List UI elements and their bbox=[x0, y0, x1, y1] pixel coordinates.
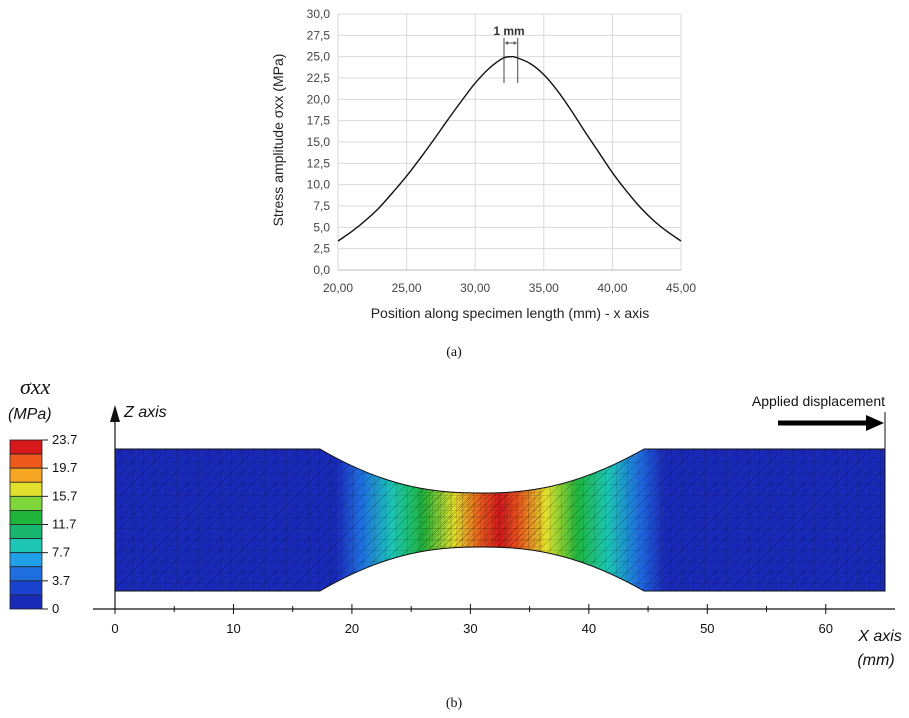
y-tick-labels: 0,0 2,5 5,0 7,5 10,0 12,5 15,0 17,5 20,0 22,5 25,0… bbox=[307, 7, 331, 277]
y-tick-label: 5,0 bbox=[313, 220, 330, 234]
y-tick-label: 30,0 bbox=[307, 7, 331, 21]
x-tick-label: 40,00 bbox=[597, 281, 627, 295]
x-tick-label: 45,00 bbox=[666, 281, 696, 295]
grid-lines bbox=[337, 13, 682, 271]
y-tick-label: 10,0 bbox=[307, 178, 331, 192]
legend-tick-labels: 23.7 19.7 15.7 11.7 7.7 3.7 0 bbox=[42, 432, 77, 616]
x-tick-label: 30 bbox=[463, 621, 477, 636]
legend-color-swatch bbox=[9, 552, 43, 568]
panel-label-b: (b) bbox=[446, 696, 463, 711]
legend-color-swatch bbox=[9, 594, 43, 610]
legend-unit: (MPa) bbox=[8, 406, 52, 423]
legend-color-swatch bbox=[9, 580, 43, 596]
x-axis-label: Position along specimen length (mm) - x … bbox=[371, 305, 650, 321]
legend-tick-label: 3.7 bbox=[52, 573, 70, 588]
legend-tick-label: 11.7 bbox=[52, 517, 76, 532]
x-tick-label: 35,00 bbox=[529, 281, 559, 295]
y-tick-label: 15,0 bbox=[307, 135, 331, 149]
applied-displacement-label: Applied displacement bbox=[752, 393, 885, 409]
displacement-arrow-head bbox=[866, 415, 884, 431]
y-tick-label: 0,0 bbox=[313, 263, 330, 277]
x-tick-label: 60 bbox=[819, 621, 833, 636]
specimen-neck-fine-mesh bbox=[420, 480, 542, 560]
x-tick-label: 0 bbox=[111, 621, 118, 636]
x-axis-label-name: X axis bbox=[857, 628, 902, 645]
x-tick-label: 20 bbox=[345, 621, 359, 636]
x-tick-label: 25,00 bbox=[392, 281, 422, 295]
legend-color-swatch bbox=[9, 538, 43, 554]
y-tick-label: 12,5 bbox=[307, 156, 331, 170]
legend-tick-label: 0 bbox=[52, 601, 59, 616]
legend-color-swatch bbox=[9, 566, 43, 582]
legend-title: σxx bbox=[20, 374, 51, 399]
line-chart-panel: 0,0 2,5 5,0 7,5 10,0 12,5 15,0 17,5 20,0 22,5 25,0… bbox=[270, 7, 696, 360]
y-axis-label: Stress amplitude σxx (MPa) bbox=[270, 54, 286, 227]
specimen-mesh bbox=[114, 448, 886, 592]
y-tick-label: 27,5 bbox=[307, 28, 331, 42]
one-mm-marker bbox=[503, 38, 519, 83]
x-axis-ticks: 0 10 20 30 40 50 60 bbox=[111, 604, 833, 636]
panel-label-a: (a) bbox=[446, 345, 462, 360]
y-tick-label: 17,5 bbox=[307, 114, 331, 128]
x-tick-label: 30,00 bbox=[460, 281, 490, 295]
legend-tick-label: 15.7 bbox=[52, 488, 77, 503]
one-mm-annotation: 1 mm bbox=[493, 24, 524, 38]
legend-color-swatch bbox=[9, 481, 43, 497]
stress-amplitude-curve bbox=[337, 55, 682, 242]
x-tick-label: 10 bbox=[226, 621, 240, 636]
legend-tick-label: 23.7 bbox=[52, 432, 77, 447]
y-tick-label: 20,0 bbox=[307, 92, 331, 106]
legend-tick-label: 7.7 bbox=[52, 545, 70, 560]
x-tick-label: 40 bbox=[582, 621, 596, 636]
legend-color-swatch bbox=[9, 495, 43, 511]
x-tick-labels: 20,00 25,00 30,00 35,00 40,00 45,00 bbox=[323, 281, 696, 295]
x-tick-label: 50 bbox=[700, 621, 714, 636]
legend-color-swatch bbox=[9, 524, 43, 539]
legend-tick-label: 19.7 bbox=[52, 460, 77, 475]
x-tick-label: 20,00 bbox=[323, 281, 353, 295]
legend-color-swatch bbox=[9, 439, 43, 455]
marker-arrowheads bbox=[505, 41, 517, 45]
y-tick-label: 7,5 bbox=[313, 199, 330, 213]
fea-stress-panel: σxx (MPa) 23.7 19.7 15.7 11.7 7.7 3.7 0 Z axis… bbox=[8, 374, 902, 711]
legend-color-swatch bbox=[9, 510, 43, 525]
legend-color-swatch bbox=[9, 453, 43, 469]
z-axis-label: Z axis bbox=[123, 404, 167, 421]
legend-color-swatch bbox=[9, 467, 43, 483]
z-axis-arrowhead bbox=[110, 405, 120, 422]
y-tick-label: 2,5 bbox=[313, 242, 330, 256]
y-tick-label: 22,5 bbox=[307, 71, 331, 85]
color-legend bbox=[9, 439, 43, 610]
y-tick-label: 25,0 bbox=[307, 50, 331, 64]
x-axis-label-unit: (mm) bbox=[857, 652, 894, 669]
